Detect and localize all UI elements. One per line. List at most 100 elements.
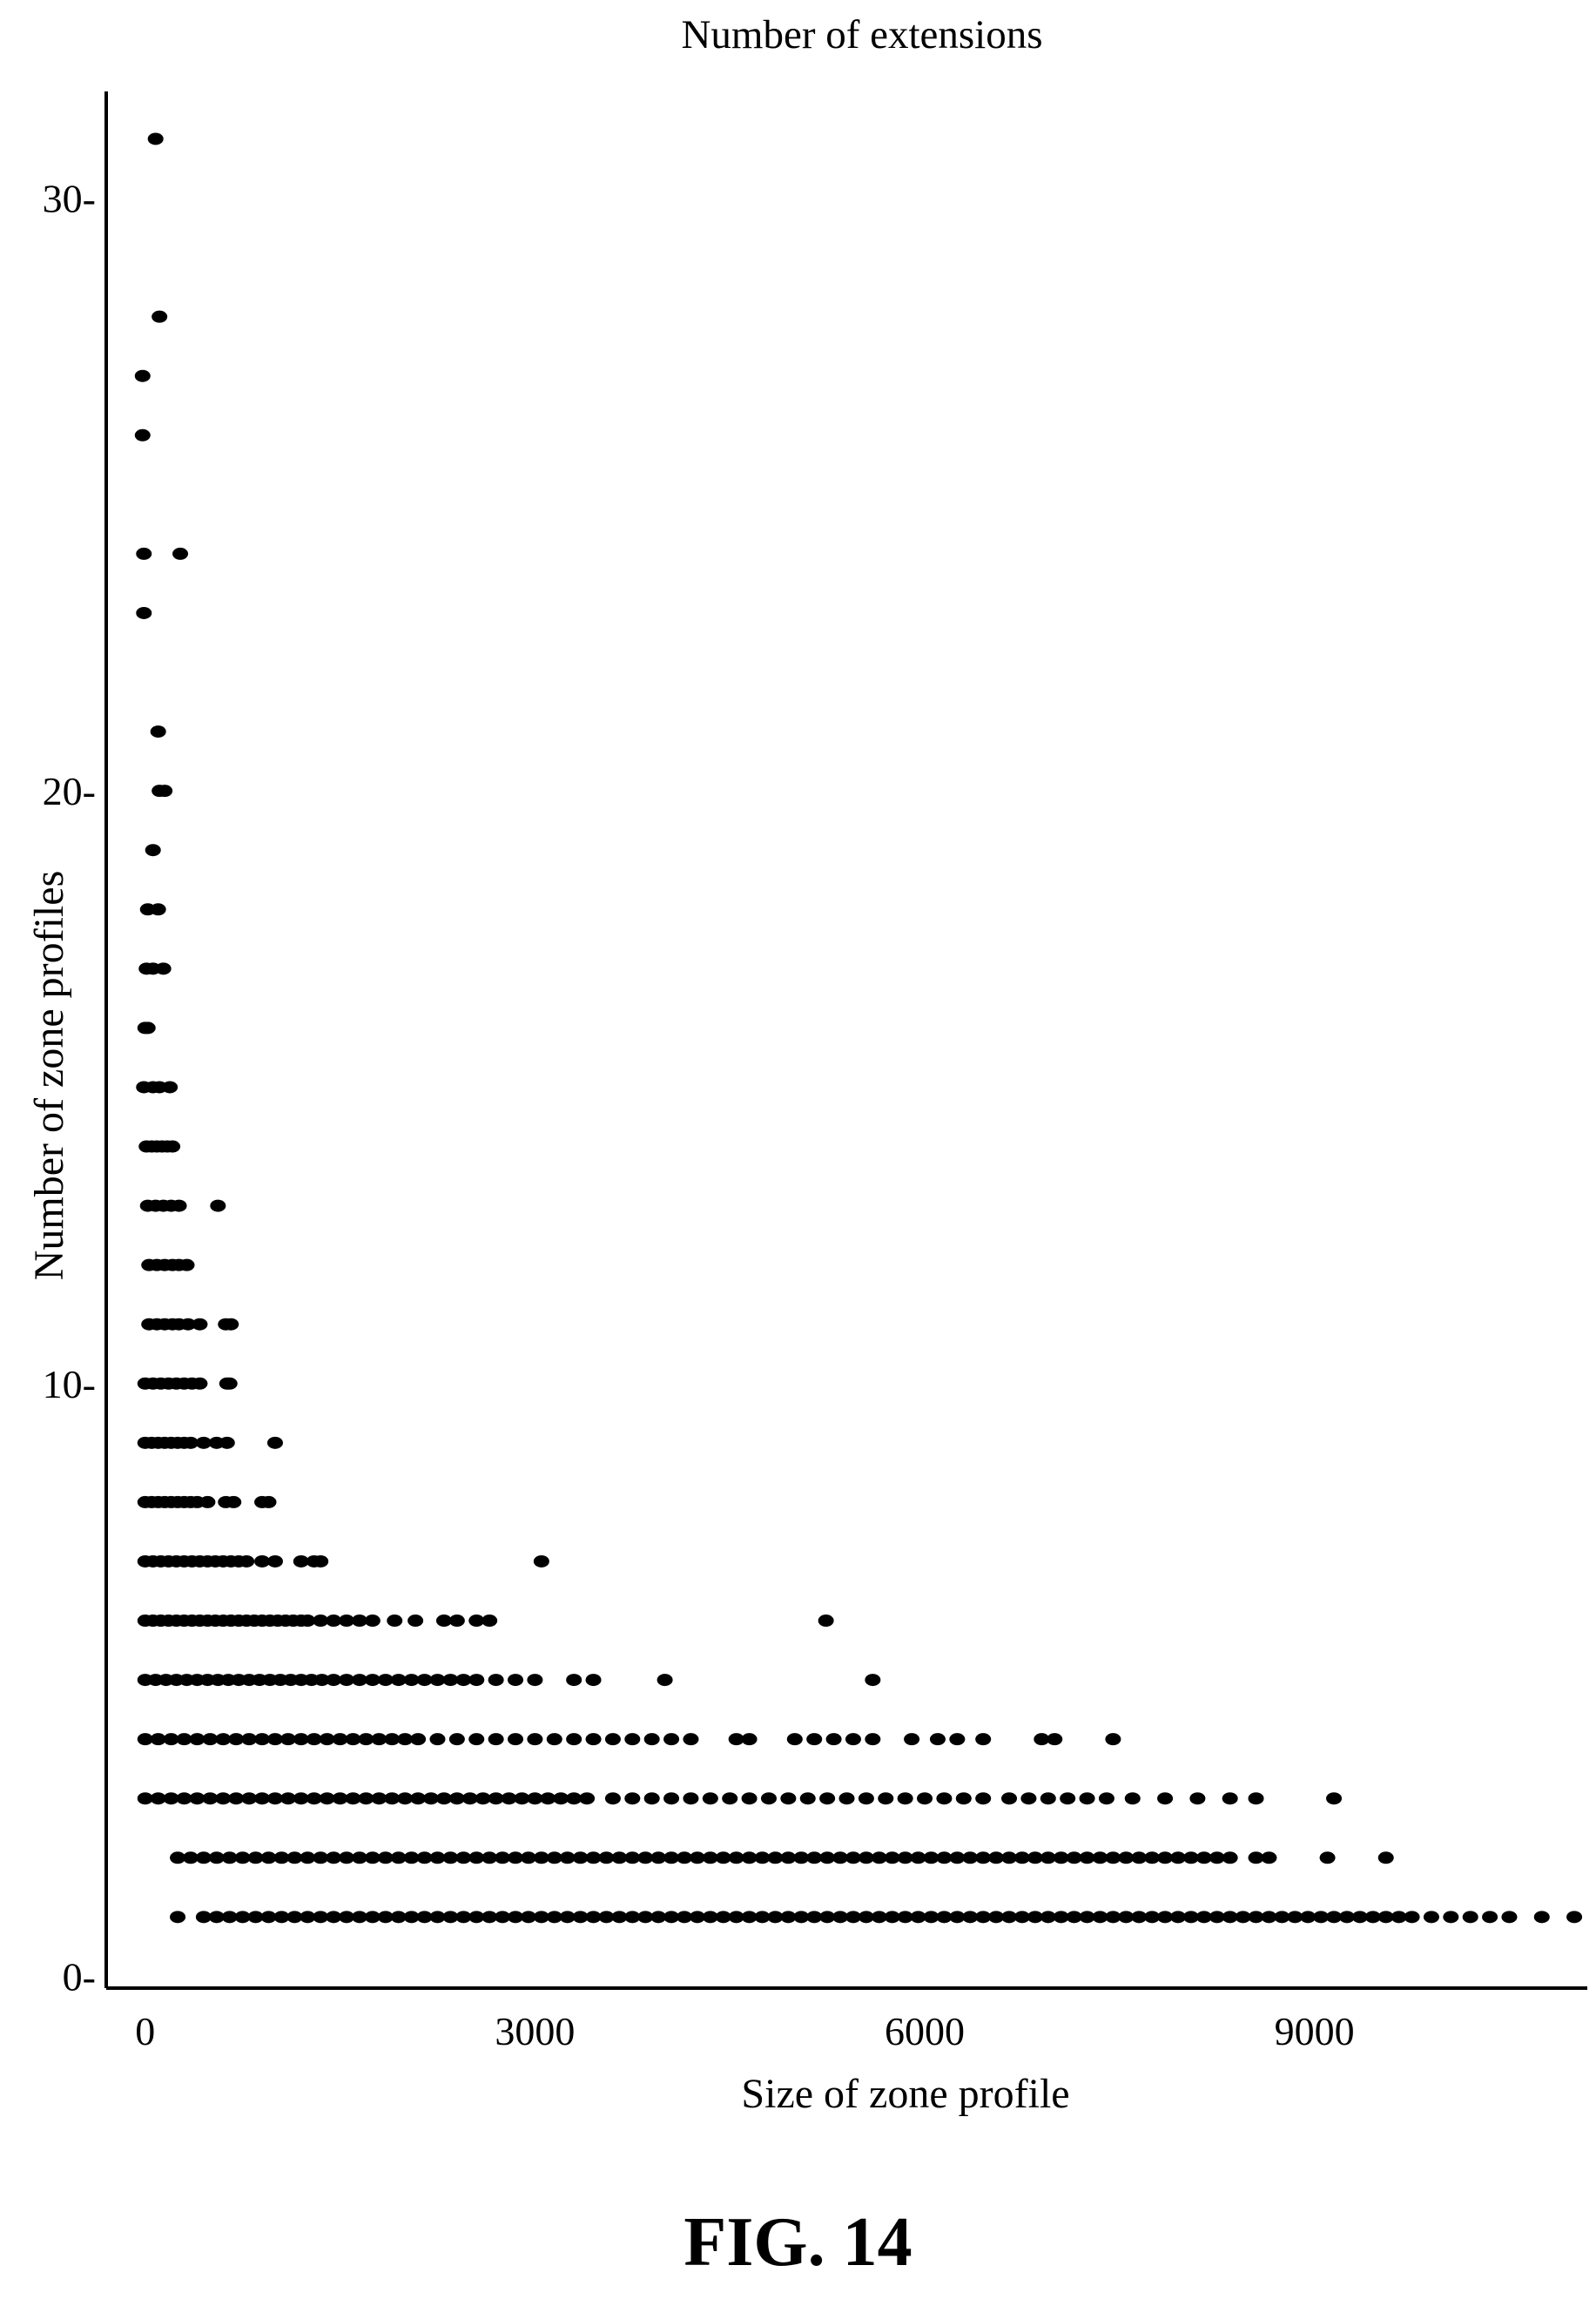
data-point	[904, 1733, 920, 1746]
chart-title: Number of extensions	[681, 12, 1042, 57]
data-point	[514, 1792, 530, 1805]
data-point	[1053, 1911, 1069, 1924]
data-point	[585, 1911, 602, 1924]
data-point	[501, 1792, 517, 1805]
data-point	[339, 1615, 355, 1628]
data-point	[145, 844, 161, 857]
data-point	[1157, 1792, 1174, 1805]
data-point	[702, 1851, 718, 1864]
data-point	[1092, 1911, 1108, 1924]
data-point	[313, 1911, 329, 1924]
data-point	[508, 1733, 524, 1746]
data-point	[228, 1792, 245, 1805]
x-tick-label: 9000	[1275, 2009, 1355, 2053]
data-point	[488, 1674, 504, 1687]
data-point	[234, 1911, 251, 1924]
data-point	[293, 1554, 309, 1568]
data-point	[134, 428, 151, 442]
data-point	[332, 1733, 348, 1746]
data-point	[364, 1911, 380, 1924]
figure-label: FIG. 14	[684, 2204, 912, 2281]
data-point	[157, 785, 173, 798]
data-point	[955, 1792, 972, 1805]
data-point	[1364, 1911, 1381, 1924]
data-point	[949, 1733, 966, 1746]
data-point	[364, 1851, 380, 1864]
data-point	[403, 1674, 420, 1687]
y-tick-label: 30-	[43, 177, 96, 221]
data-point	[1105, 1733, 1121, 1746]
data-point	[728, 1851, 744, 1864]
y-tick-labels: 0- 10- 20- 30-	[43, 177, 96, 1999]
data-point	[136, 547, 152, 560]
data-point	[559, 1851, 576, 1864]
data-point	[929, 1733, 946, 1746]
data-point	[364, 1615, 380, 1628]
plot-area	[104, 91, 1587, 1990]
data-point	[1047, 1733, 1063, 1746]
data-point	[1060, 1792, 1076, 1805]
data-point	[683, 1792, 699, 1805]
data-point	[1105, 1911, 1121, 1924]
data-point	[429, 1911, 446, 1924]
data-point	[936, 1911, 953, 1924]
data-point	[448, 1733, 465, 1746]
data-point	[604, 1733, 621, 1746]
data-point	[1300, 1911, 1317, 1924]
data-point	[481, 1851, 498, 1864]
data-point	[192, 1318, 208, 1331]
data-point	[313, 1674, 330, 1687]
y-axis-label: Number of zone profiles	[26, 871, 72, 1281]
data-point	[215, 1792, 232, 1805]
data-point	[170, 1911, 186, 1924]
data-point	[390, 1674, 407, 1687]
data-point	[637, 1851, 654, 1864]
data-point	[435, 1615, 452, 1628]
data-point	[1169, 1911, 1186, 1924]
data-point	[1124, 1792, 1141, 1805]
data-point	[1338, 1911, 1355, 1924]
data-point	[689, 1911, 705, 1924]
data-point	[1157, 1851, 1174, 1864]
data-point	[858, 1911, 874, 1924]
data-point	[546, 1851, 562, 1864]
data-point	[657, 1674, 673, 1687]
data-point	[572, 1911, 589, 1924]
data-point	[780, 1851, 797, 1864]
data-point	[319, 1792, 335, 1805]
data-point	[339, 1851, 355, 1864]
data-point	[1105, 1851, 1121, 1864]
data-point	[416, 1911, 433, 1924]
data-point	[1261, 1911, 1277, 1924]
data-point	[266, 1792, 283, 1805]
data-point	[786, 1733, 803, 1746]
data-point	[247, 1911, 264, 1924]
data-point	[371, 1792, 387, 1805]
data-point	[136, 606, 152, 619]
data-point	[155, 962, 172, 975]
data-point	[326, 1851, 342, 1864]
data-point	[1131, 1851, 1148, 1864]
data-point	[195, 1851, 212, 1864]
data-point	[1313, 1911, 1330, 1924]
data-point	[180, 1318, 197, 1331]
data-point	[219, 1436, 235, 1449]
data-point	[604, 1792, 621, 1805]
data-point	[1040, 1792, 1056, 1805]
data-point	[702, 1911, 718, 1924]
data-point	[1092, 1851, 1108, 1864]
data-point	[345, 1733, 361, 1746]
data-point	[1001, 1911, 1018, 1924]
data-point	[780, 1911, 797, 1924]
data-point	[1144, 1851, 1161, 1864]
data-point	[162, 1081, 178, 1094]
data-point	[728, 1911, 744, 1924]
data-point	[455, 1911, 472, 1924]
data-point	[1443, 1911, 1459, 1924]
data-point	[975, 1733, 992, 1746]
data-point	[1462, 1911, 1478, 1924]
data-point	[1209, 1911, 1225, 1924]
data-point	[1131, 1911, 1148, 1924]
data-point	[585, 1733, 602, 1746]
data-point	[286, 1851, 303, 1864]
